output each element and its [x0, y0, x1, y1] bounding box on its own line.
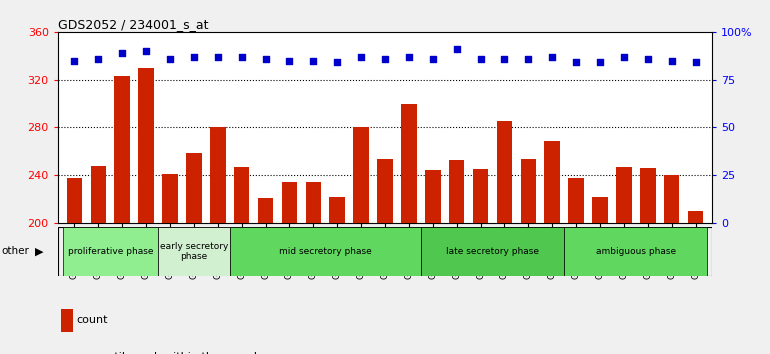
Bar [521, 159, 536, 223]
Bar [497, 121, 512, 223]
Bar [564, 227, 708, 276]
Text: late secretory phase: late secretory phase [446, 247, 539, 256]
Point [641, 56, 654, 62]
Bar [353, 127, 369, 223]
Point [474, 56, 487, 62]
Point [283, 58, 296, 63]
Point [307, 58, 320, 63]
Bar [62, 227, 158, 276]
Point [259, 56, 272, 62]
Bar [67, 178, 82, 223]
Text: count: count [76, 315, 108, 325]
Bar [664, 175, 679, 223]
Text: mid secretory phase: mid secretory phase [279, 247, 372, 256]
Point [164, 56, 176, 62]
Point [379, 56, 391, 62]
Point [188, 54, 200, 59]
Point [618, 54, 630, 59]
Bar [473, 169, 488, 223]
Point [212, 54, 224, 59]
Bar [330, 197, 345, 223]
Text: early secretory
phase: early secretory phase [159, 242, 228, 261]
Bar [306, 182, 321, 223]
Point [140, 48, 152, 54]
Point [594, 59, 606, 65]
Text: other: other [2, 246, 29, 256]
Point [403, 54, 415, 59]
Bar [91, 166, 106, 223]
Point [331, 59, 343, 65]
Point [498, 56, 511, 62]
Bar [210, 127, 226, 223]
Point [522, 56, 534, 62]
Bar [688, 211, 703, 223]
Text: percentile rank within the sample: percentile rank within the sample [76, 352, 264, 354]
Point [427, 56, 439, 62]
Bar [61, 346, 73, 354]
Bar [568, 178, 584, 223]
Bar [592, 197, 608, 223]
Bar [449, 160, 464, 223]
Point [665, 58, 678, 63]
Point [116, 50, 129, 56]
Bar [421, 227, 564, 276]
Point [450, 46, 463, 52]
Point [689, 59, 701, 65]
Point [69, 58, 81, 63]
Point [570, 59, 582, 65]
Bar [282, 182, 297, 223]
Point [355, 54, 367, 59]
Bar [158, 227, 229, 276]
Point [236, 54, 248, 59]
Bar [401, 104, 417, 223]
Bar [139, 68, 154, 223]
Bar [544, 141, 560, 223]
Bar [425, 171, 440, 223]
Text: GDS2052 / 234001_s_at: GDS2052 / 234001_s_at [58, 18, 208, 31]
Bar [234, 167, 249, 223]
Bar [258, 198, 273, 223]
Bar [61, 309, 73, 332]
Point [546, 54, 558, 59]
Bar [162, 174, 178, 223]
Bar [115, 76, 130, 223]
Text: ambiguous phase: ambiguous phase [596, 247, 676, 256]
Point [92, 56, 105, 62]
Bar [377, 159, 393, 223]
Bar [640, 168, 655, 223]
Text: ▶: ▶ [35, 246, 44, 256]
Bar [229, 227, 421, 276]
Text: proliferative phase: proliferative phase [68, 247, 153, 256]
Bar [616, 167, 631, 223]
Bar [186, 153, 202, 223]
